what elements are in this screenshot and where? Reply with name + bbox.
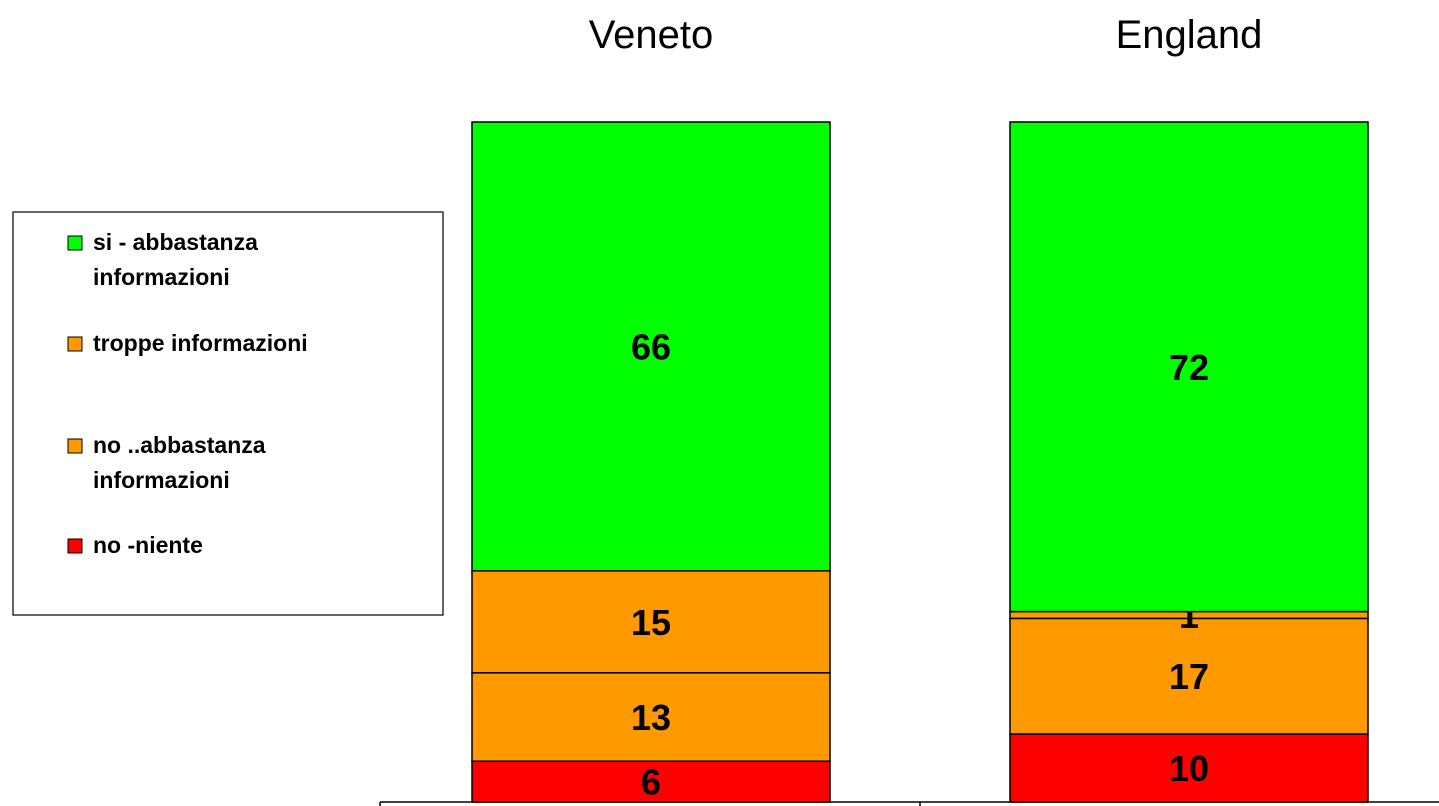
legend-box [12, 211, 444, 616]
legend-label-si-abbastanza-informazioni: si - abbastanza [93, 229, 258, 255]
legend-label-no-abbastanza-informazioni-line-2: informazioni [93, 467, 230, 493]
legend-label-si-abbastanza-informazioni-line-2: informazioni [93, 264, 230, 290]
bar-england-no-abbastanza-informazioni [1009, 617, 1369, 735]
category-label-veneto: Veneto [589, 13, 714, 57]
bar-veneto-si-abbastanza-informazioni [471, 121, 831, 572]
legend-swatch-troppe-informazioni [67, 336, 83, 352]
legend-label-troppe-informazioni: troppe informazioni [93, 330, 308, 356]
bar-veneto-troppe-informazioni [471, 570, 831, 674]
legend: si - abbastanza informazioni troppe inform… [12, 211, 444, 616]
legend-label-no-niente: no -niente [93, 532, 203, 558]
data-label-veneto-troppe-informazioni: 15 [631, 602, 671, 643]
category-labels: Veneto England [589, 13, 1263, 57]
legend-swatch-si-abbastanza-informazioni [67, 235, 83, 251]
data-label-england-si-abbastanza-informazioni: 72 [1169, 347, 1209, 388]
legend-swatch-no-niente [67, 538, 83, 554]
data-label-england-no-niente: 10 [1169, 748, 1209, 789]
category-label-england: England [1116, 13, 1263, 57]
bar-england-no-niente [1009, 733, 1369, 803]
data-label-england-no-abbastanza-informazioni: 17 [1169, 656, 1209, 697]
bar-england-si-abbastanza-informazioni [1009, 121, 1369, 613]
data-label-veneto-no-abbastanza-informazioni: 13 [631, 697, 671, 738]
bar-veneto-no-niente [471, 760, 831, 803]
legend-swatch-no-abbastanza-informazioni [67, 438, 83, 454]
legend-label-no-abbastanza-informazioni: no ..abbastanza [93, 432, 266, 458]
data-label-veneto-no-niente: 6 [641, 762, 661, 803]
data-label-veneto-si-abbastanza-informazioni: 66 [631, 326, 671, 367]
